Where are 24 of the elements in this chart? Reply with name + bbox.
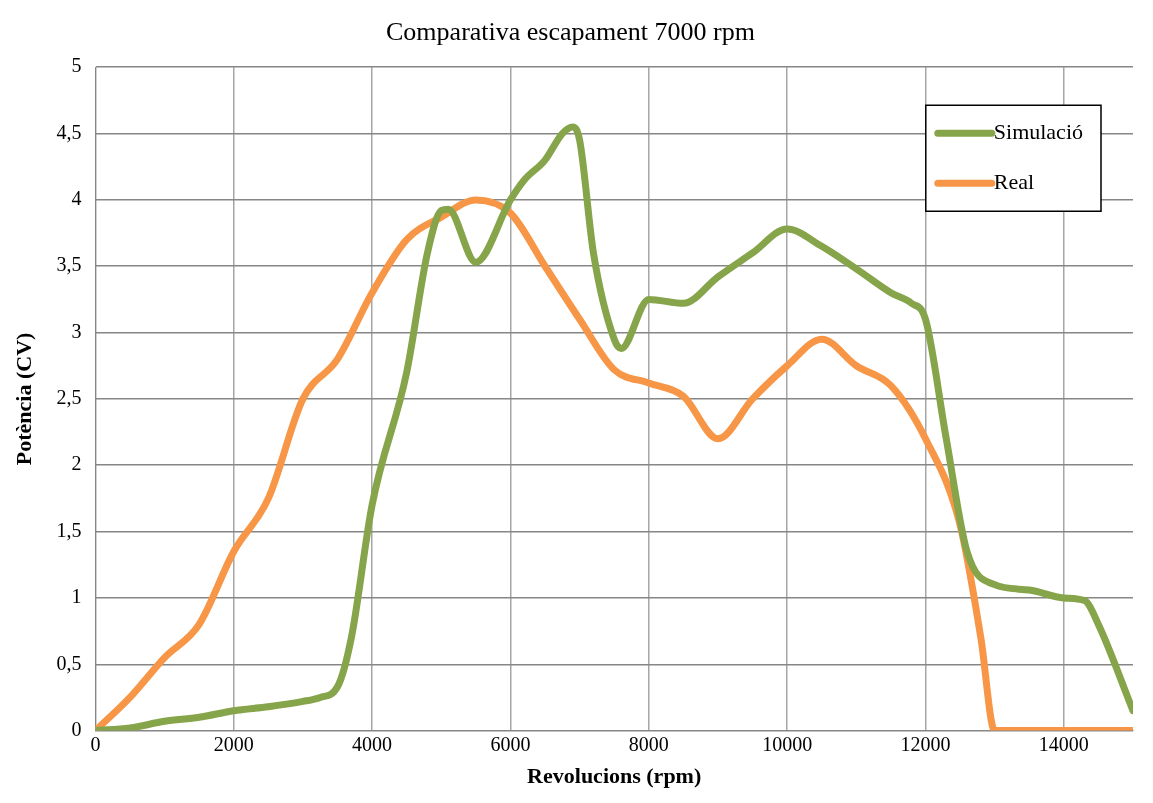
x-tick-label: 10000 xyxy=(762,732,813,755)
y-tick-label: 0 xyxy=(71,717,82,740)
x-tick-label: 2000 xyxy=(213,732,254,755)
y-tick-label: 0,5 xyxy=(56,651,82,674)
y-tick-label: 5 xyxy=(71,54,82,77)
y-tick-label: 3,5 xyxy=(56,253,82,276)
y-tick-label: 2,5 xyxy=(56,386,82,409)
y-tick-label: 2 xyxy=(71,452,82,475)
x-tick-label: 4000 xyxy=(352,732,393,755)
legend-label: Real xyxy=(993,168,1035,194)
y-tick-label: 4,5 xyxy=(56,120,82,143)
y-tick-label: 3 xyxy=(71,319,82,342)
x-tick-label: 8000 xyxy=(628,732,669,755)
y-axis-title: Potència (CV) xyxy=(10,332,36,466)
y-tick-label: 1,5 xyxy=(56,518,82,541)
y-tick-label: 4 xyxy=(71,187,82,210)
legend-label: Simulació xyxy=(993,118,1083,144)
x-tick-label: 6000 xyxy=(490,732,531,755)
y-tick-label: 1 xyxy=(71,585,82,608)
x-tick-label: 0 xyxy=(90,732,101,755)
chart-title: Comparativa escapament 7000 rpm xyxy=(386,17,755,47)
x-axis-title: Revolucions (rpm) xyxy=(527,763,702,789)
x-tick-label: 12000 xyxy=(900,732,951,755)
x-tick-label: 14000 xyxy=(1038,732,1089,755)
